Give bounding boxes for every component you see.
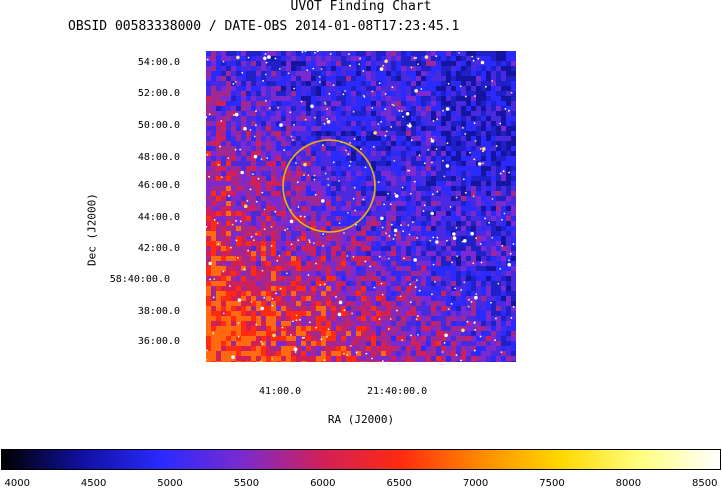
y-tick-label: 54:00.0 [137,57,180,68]
colorbar-tick-label: 4000 [4,478,30,489]
sky-image [206,51,516,362]
colorbar-tick-label: 7000 [462,478,489,489]
colorbar-tick-label: 5500 [233,478,260,489]
colorbar-tick-label: 4500 [80,478,107,489]
chart-subtitle: OBSID 00583338000 / DATE-OBS 2014-01-08T… [68,19,460,34]
colorbar-tick-label: 6000 [310,478,336,489]
sky-image-panel [206,51,516,362]
y-tick-label: 46:00.0 [137,180,180,191]
x-axis-label: RA (J2000) [327,413,395,426]
colorbar-tick-label: 6500 [386,478,412,489]
colorbar-tick-label: 8500 [691,478,718,489]
chart-title: UVOT Finding Chart [290,0,432,14]
y-tick-label: 36:00.0 [137,336,180,347]
y-tick-label: 44:00.0 [137,212,180,223]
x-tick-label: 21:40:00.0 [367,386,428,397]
source-circle [282,139,376,233]
colorbar-tick-label: 8000 [615,478,642,489]
y-tick-label: 42:00.0 [137,243,180,254]
y-tick-label: 50:00.0 [137,120,180,131]
colorbar-tick-label: 5000 [157,478,183,489]
y-tick-label: 48:00.0 [137,152,180,163]
y-tick-label: 58:40:00.0 [109,274,170,285]
y-tick-label: 52:00.0 [137,88,180,99]
y-axis-label: Dec (J2000) [85,193,99,266]
colorbar-gradient [2,450,720,469]
x-tick-label: 41:00.0 [259,386,302,397]
y-tick-label: 38:00.0 [137,306,180,317]
colorbar-tick-label: 7500 [539,478,565,489]
colorbar [1,449,721,470]
